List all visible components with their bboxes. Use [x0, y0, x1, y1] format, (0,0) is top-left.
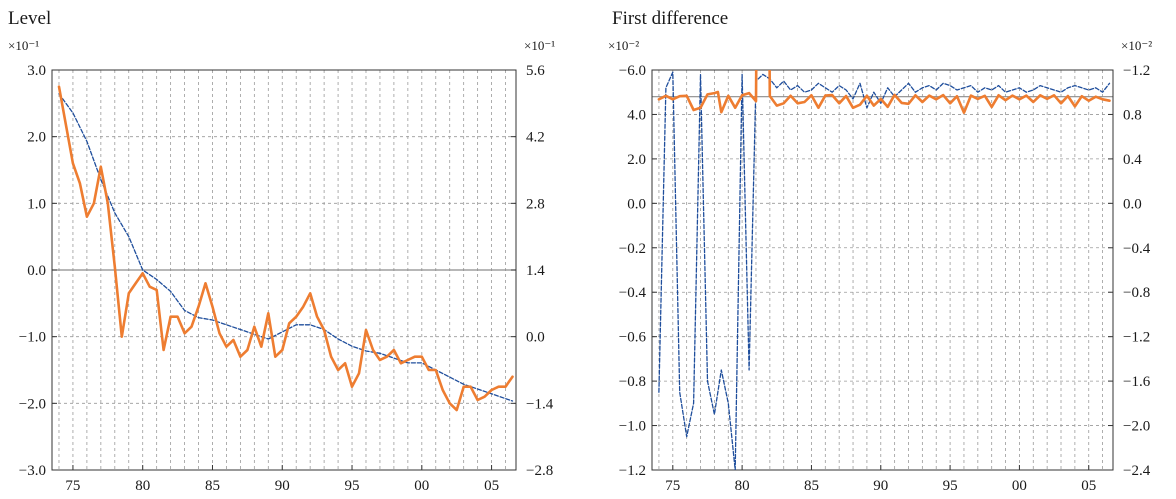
- left-axis-tick-label: −0.6: [619, 330, 647, 346]
- chart-first-difference: First difference ×10⁻² ×10⁻² −6.0 4.0 2.0 0.0 −…: [608, 8, 1152, 494]
- left-axis-tick-label: −1.0: [19, 330, 46, 346]
- x-axis-tick-label: 95: [943, 478, 958, 494]
- series-line-solid: [657, 70, 1111, 114]
- x-axis-tick-label: 95: [345, 478, 360, 494]
- right-axis-tick-label: 0.8: [1123, 107, 1142, 123]
- series-line-dashed: [58, 93, 514, 402]
- right-axis-tick-label: 1.4: [526, 263, 545, 279]
- right-axis-tick-label: −1.4: [526, 396, 554, 412]
- left-axis-tick-label: −1.0: [619, 419, 646, 435]
- right-axis-exponent-label: ×10⁻¹: [524, 38, 555, 53]
- series-line-dashed: [658, 71, 1111, 470]
- x-axis-tick-label: 75: [65, 478, 80, 494]
- left-axis-tick-label: −0.4: [619, 285, 647, 301]
- right-axis-tick-label: −2.4: [1123, 463, 1151, 479]
- left-axis-tick-label: −0.2: [619, 241, 646, 257]
- right-axis-tick-label: −2.0: [1123, 419, 1150, 435]
- x-axis-tick-label: 75: [665, 478, 680, 494]
- right-axis-tick-label: 2.8: [526, 196, 545, 212]
- series-line-solid: [57, 85, 514, 412]
- left-axis-tick-label: −2.0: [19, 396, 46, 412]
- left-axis-tick-label: 2.0: [27, 130, 46, 146]
- left-axis-tick-label: 0.0: [627, 196, 646, 212]
- right-axis-tick-label: −2.8: [526, 463, 553, 479]
- x-axis-tick-label: 80: [135, 478, 150, 494]
- chart-level: Level ×10⁻¹ ×10⁻¹ 3.0 2.0 1.0 0.0 −1.0 −2.0 −3.0 5…: [8, 8, 555, 494]
- chart-title: First difference: [612, 8, 728, 29]
- right-axis-tick-label: −1.2: [1123, 330, 1150, 346]
- right-axis-exponent-label: ×10⁻²: [1121, 38, 1152, 53]
- right-axis-tick-label: 5.6: [526, 63, 545, 79]
- left-axis-tick-label: −6.0: [619, 63, 646, 79]
- x-axis-tick-label: 85: [804, 478, 819, 494]
- left-axis-tick-label: 1.0: [27, 196, 46, 212]
- left-axis-tick-label: −0.8: [619, 374, 646, 390]
- x-axis-tick-label: 05: [1081, 478, 1096, 494]
- x-axis-tick-label: 85: [205, 478, 220, 494]
- right-axis-tick-label: 4.2: [526, 130, 545, 146]
- plot-frame: [651, 69, 1114, 471]
- x-axis-tick-label: 00: [414, 478, 429, 494]
- left-axis-exponent-label: ×10⁻²: [608, 38, 639, 53]
- left-axis-tick-label: 4.0: [627, 107, 646, 123]
- x-axis-tick-label: 90: [873, 478, 888, 494]
- left-axis-exponent-label: ×10⁻¹: [8, 38, 39, 53]
- left-axis-tick-label: −1.2: [619, 463, 646, 479]
- x-axis-tick-label: 00: [1012, 478, 1027, 494]
- right-axis-tick-label: −1.2: [1123, 63, 1150, 79]
- left-axis-tick-label: −3.0: [19, 463, 46, 479]
- x-axis-tick-label: 90: [275, 478, 290, 494]
- right-axis-tick-label: 0.4: [1123, 152, 1142, 168]
- x-axis-tick-label: 80: [735, 478, 750, 494]
- right-axis-tick-label: −0.4: [1123, 241, 1151, 257]
- x-axis-tick-label: 05: [484, 478, 499, 494]
- left-axis-tick-label: 2.0: [627, 152, 646, 168]
- right-axis-tick-label: −0.8: [1123, 285, 1150, 301]
- right-axis-tick-label: −1.6: [1123, 374, 1151, 390]
- chart-title: Level: [8, 8, 51, 29]
- right-axis-tick-label: 0.0: [1123, 196, 1142, 212]
- right-axis-tick-label: 0.0: [526, 330, 545, 346]
- left-axis-tick-label: 0.0: [27, 263, 46, 279]
- left-axis-tick-label: 3.0: [27, 63, 46, 79]
